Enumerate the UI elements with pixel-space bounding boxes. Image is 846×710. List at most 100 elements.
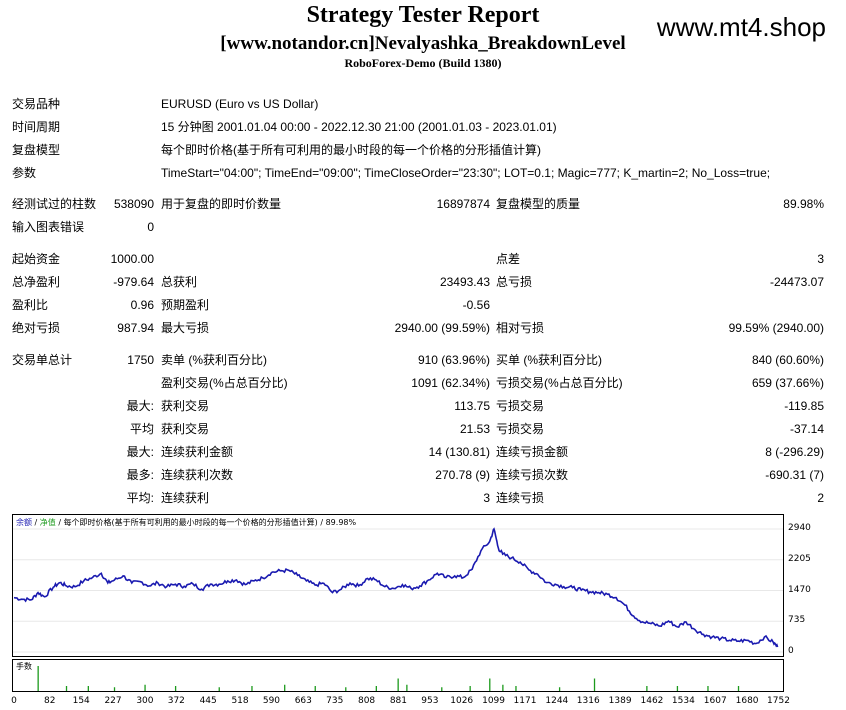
volume-bar [489, 678, 491, 691]
payoff-value: -0.56 [462, 298, 490, 312]
pf-value: 0.96 [130, 298, 154, 312]
symbol-value: EURUSD (Euro vs US Dollar) [161, 97, 319, 111]
volume-bar [218, 687, 220, 691]
period-value: 15 分钟图 2001.01.04 00:00 - 2022.12.30 21:… [161, 120, 557, 134]
x-tick-label: 82 [44, 696, 56, 706]
absdd-value: 987.94 [117, 321, 154, 335]
average-prefix: 平均 [129, 422, 154, 436]
x-tick-label: 808 [357, 696, 376, 706]
netprofit-label: 总净盈利 [12, 275, 61, 289]
trades-label: 交易单总计 [12, 353, 73, 367]
avgcons-losses-label: 连续亏损 [496, 491, 545, 505]
losstrades-label: 亏损交易(%占总百分比) [496, 376, 623, 390]
maxconsloss-value: -690.31 (7) [765, 468, 824, 482]
average-profit-label: 获利交易 [161, 422, 210, 436]
maxconsprofit-value: 270.78 (9) [435, 468, 490, 482]
x-tick-label: 372 [167, 696, 185, 706]
trades-value: 1750 [127, 353, 154, 367]
largest-profit-label: 获利交易 [161, 399, 210, 413]
x-tick-label: 1244 [545, 696, 569, 706]
volume-bar [737, 686, 740, 691]
volume-bar [314, 686, 316, 691]
x-tick-label: 1607 [703, 696, 727, 706]
maxcons-losses-label: 连续亏损金额 [496, 445, 569, 459]
x-tick-label: 1680 [735, 696, 759, 706]
largest-profit-value: 113.75 [454, 399, 490, 413]
x-tick-label: 663 [294, 696, 312, 706]
params-value: TimeStart="04:00"; TimeEnd="09:00"; Time… [161, 166, 771, 180]
maxcons-losses-value: 8 (-296.29) [765, 445, 824, 459]
legend-model: 每个即时价格(基于所有可利用的最小时段的每一个价格的分形插值计算) [63, 518, 318, 527]
ticks-label: 用于复盘的即时价数量 [161, 197, 282, 211]
volume-bar [174, 686, 177, 691]
report-title: Strategy Tester Report [306, 2, 540, 28]
volume-bar [113, 687, 116, 691]
volume-bar [284, 684, 286, 691]
largest-loss-label: 亏损交易 [496, 399, 545, 413]
x-tick-label: 300 [136, 696, 154, 706]
x-tick-label: 1316 [576, 696, 600, 706]
grossprofit-value: 23493.43 [439, 275, 490, 289]
avgcons-wins-value: 3 [483, 491, 490, 505]
maxconsprofit-prefix: 最多: [126, 468, 154, 482]
expert-name: [www.notandor.cn]Nevalyashka_BreakdownLe… [220, 33, 626, 54]
legend-equity: 净值 [39, 518, 56, 527]
quality-value: 89.98% [783, 197, 824, 211]
long-value: 840 (60.60%) [751, 353, 824, 367]
average-profit-value: 21.53 [459, 422, 490, 436]
volume-bar [251, 686, 253, 691]
y-tick-label: 2940 [788, 523, 811, 533]
profittrades-label: 盈利交易(%占总百分比) [161, 376, 288, 390]
model-label: 复盘模型 [12, 143, 61, 157]
legend-separator: / [32, 518, 40, 527]
x-tick-label: 590 [262, 696, 281, 706]
watermark: www.mt4.shop [656, 12, 826, 42]
y-tick-label: 0 [788, 646, 794, 656]
x-tick-label: 735 [326, 696, 344, 706]
largest-prefix: 最大: [126, 399, 154, 413]
volume-bar [406, 684, 408, 691]
quality-label: 复盘模型的质量 [496, 197, 581, 211]
maxconsloss-label: 连续亏损次数 [496, 468, 569, 482]
volume-bar [558, 687, 561, 691]
x-tick-label: 445 [199, 696, 217, 706]
y-tick-label: 1470 [788, 584, 811, 595]
y-tick-label: 735 [788, 615, 806, 626]
volume-bar [144, 684, 146, 691]
volume-bar [593, 678, 596, 691]
volume-bar [515, 686, 517, 691]
volume-bar [469, 686, 471, 691]
losstrades-value: 659 (37.66%) [751, 376, 824, 390]
volume-chart-plot [37, 666, 740, 691]
short-label: 卖单 (%获利百分比) [161, 353, 267, 367]
volume-bar [441, 687, 443, 691]
reldd-label: 相对亏损 [496, 321, 545, 335]
average-loss-label: 亏损交易 [496, 422, 545, 436]
y-tick-label: 2205 [788, 553, 811, 564]
bars-label: 经测试过的柱数 [12, 197, 97, 211]
pf-label: 盈利比 [12, 298, 49, 312]
volume-bar [375, 686, 377, 691]
period-label: 时间周期 [12, 120, 61, 134]
x-tick-label: 154 [72, 696, 90, 706]
volume-bar [345, 687, 347, 691]
x-tick-label: 1389 [608, 696, 632, 706]
legend-quality: / 89.98% [317, 518, 357, 527]
x-tick-label: 1534 [671, 696, 695, 706]
largest-loss-value: -119.85 [784, 399, 824, 413]
chart-legend: 余额 / 净值 / 每个即时价格(基于所有可利用的最小时段的每一个价格的分形插值… [16, 517, 356, 528]
broker-build: RoboForex-Demo (Build 1380) [344, 56, 502, 70]
errors-value: 0 [147, 220, 154, 234]
long-label: 买单 (%获利百分比) [496, 353, 602, 367]
payoff-label: 预期盈利 [161, 298, 210, 312]
grossprofit-label: 总获利 [161, 275, 198, 289]
grossloss-value: -24473.07 [769, 275, 824, 289]
volume-bar [676, 686, 679, 691]
grossloss-label: 总亏损 [496, 275, 533, 289]
deposit-label: 起始资金 [12, 252, 61, 266]
legend-balance: 余额 [16, 518, 32, 527]
x-tick-label: 0 [11, 696, 17, 706]
deposit-value: 1000.00 [110, 252, 154, 266]
x-tick-label: 1171 [513, 696, 537, 706]
volume-bar [707, 686, 709, 691]
